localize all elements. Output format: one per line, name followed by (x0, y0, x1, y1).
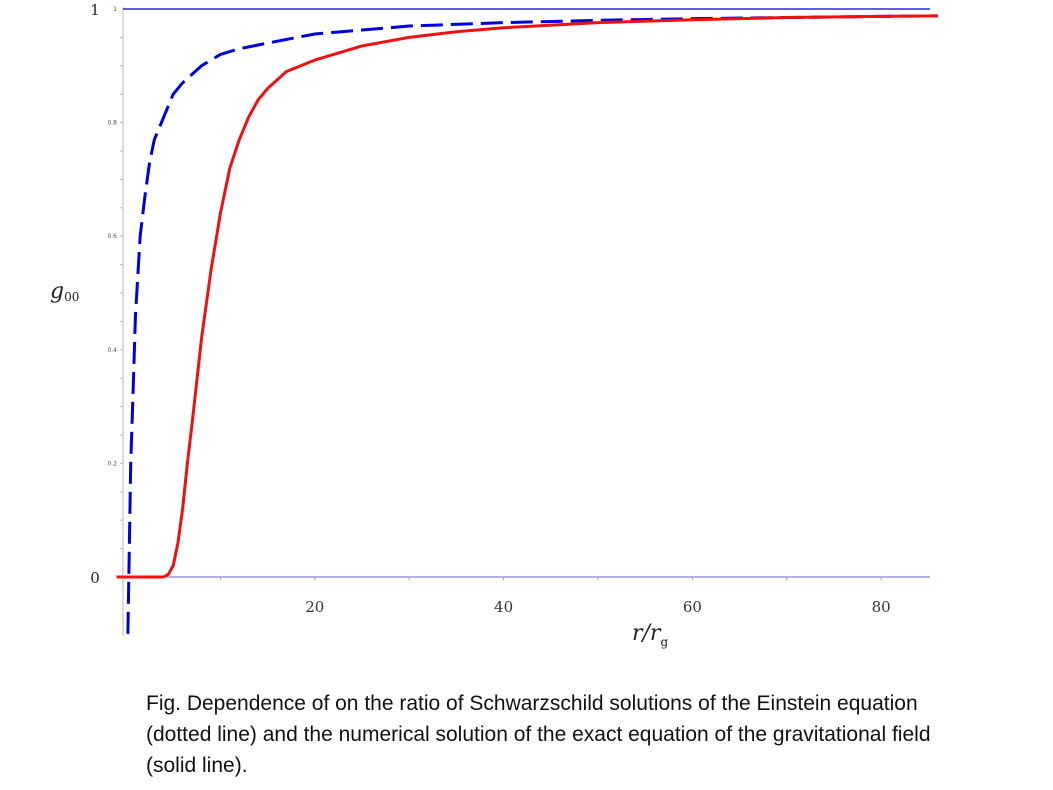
series-layer (116, 14, 938, 634)
labels-layer: 1 0.8 0.6 0.4 0.2 1 0 20 40 60 80 g00 r/rg (50, 1, 891, 649)
series-line-dashed (126, 14, 938, 634)
y-tick-label-small: 0.2 (107, 460, 117, 467)
y-tick-label-small: 0.6 (107, 233, 117, 240)
y-axis-label: g00 (50, 279, 79, 304)
y-tick-label: 1 (90, 1, 100, 19)
x-tick-label: 20 (305, 598, 324, 616)
y-tick-label: 0 (90, 569, 100, 587)
chart: 1 0.8 0.6 0.4 0.2 1 0 20 40 60 80 g00 r/rg (50, 1, 938, 649)
x-tick-label: 80 (872, 598, 891, 616)
figure-caption: Fig. Dependence of on the ratio of Schwa… (146, 692, 931, 777)
y-tick-label-small: 0.8 (107, 120, 117, 127)
x-tick-label: 40 (494, 598, 513, 616)
axes-layer (119, 7, 930, 636)
x-tick-label: 60 (683, 598, 702, 616)
series-line-solid (116, 14, 938, 579)
x-axis-label: r/rg (632, 621, 668, 649)
y-tick-label-small: 0.4 (107, 347, 117, 354)
y-tick-label-small: 1 (113, 6, 117, 13)
